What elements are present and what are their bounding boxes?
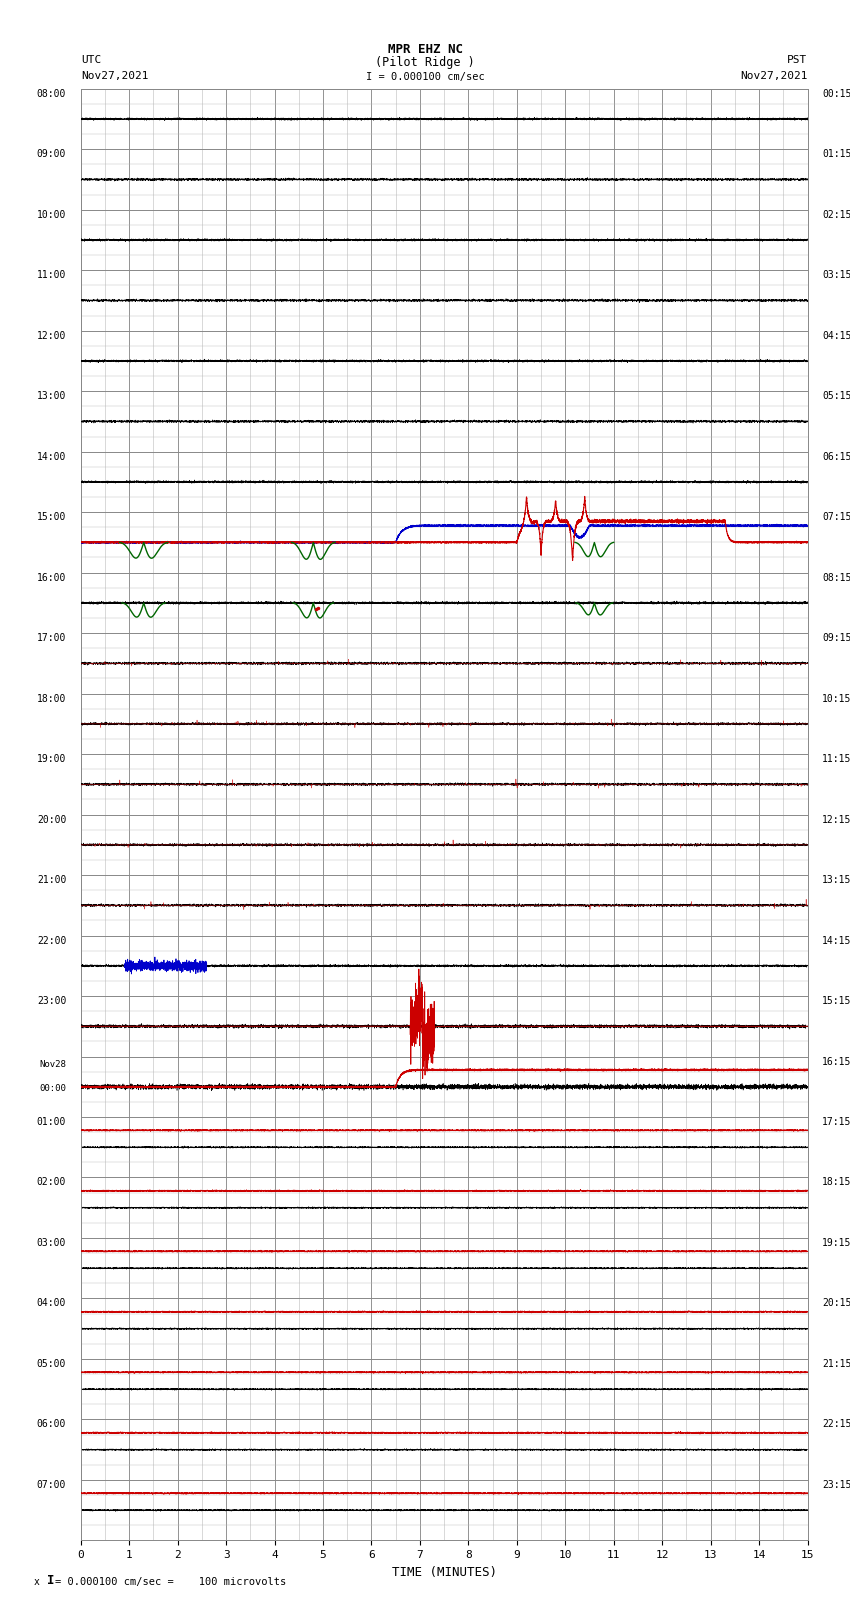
Text: 09:15: 09:15: [822, 632, 850, 644]
Text: 06:00: 06:00: [37, 1419, 66, 1429]
Text: 02:15: 02:15: [822, 210, 850, 219]
Text: 12:15: 12:15: [822, 815, 850, 824]
X-axis label: TIME (MINUTES): TIME (MINUTES): [392, 1566, 496, 1579]
Text: I: I: [47, 1574, 54, 1587]
Text: 00:00: 00:00: [39, 1084, 66, 1092]
Text: 21:15: 21:15: [822, 1358, 850, 1369]
Text: 03:15: 03:15: [822, 271, 850, 281]
Text: 21:00: 21:00: [37, 874, 66, 886]
Text: 11:15: 11:15: [822, 755, 850, 765]
Text: 22:15: 22:15: [822, 1419, 850, 1429]
Text: 18:00: 18:00: [37, 694, 66, 703]
Text: PST: PST: [787, 55, 808, 65]
Text: MPR EHZ NC: MPR EHZ NC: [388, 44, 462, 56]
Text: 15:15: 15:15: [822, 997, 850, 1007]
Text: 05:00: 05:00: [37, 1358, 66, 1369]
Text: = 0.000100 cm/sec =    100 microvolts: = 0.000100 cm/sec = 100 microvolts: [55, 1578, 286, 1587]
Text: 20:00: 20:00: [37, 815, 66, 824]
Text: x: x: [34, 1578, 40, 1587]
Text: 19:15: 19:15: [822, 1239, 850, 1248]
Text: 10:15: 10:15: [822, 694, 850, 703]
Text: 15:00: 15:00: [37, 513, 66, 523]
Text: 03:00: 03:00: [37, 1239, 66, 1248]
Text: 22:00: 22:00: [37, 936, 66, 945]
Text: 17:15: 17:15: [822, 1118, 850, 1127]
Text: 09:00: 09:00: [37, 150, 66, 160]
Text: 20:15: 20:15: [822, 1298, 850, 1308]
Text: 12:00: 12:00: [37, 331, 66, 340]
Text: 14:00: 14:00: [37, 452, 66, 461]
Text: 02:00: 02:00: [37, 1177, 66, 1187]
Text: 01:00: 01:00: [37, 1118, 66, 1127]
Text: 05:15: 05:15: [822, 390, 850, 402]
Text: 00:15: 00:15: [822, 89, 850, 98]
Text: 19:00: 19:00: [37, 755, 66, 765]
Text: 18:15: 18:15: [822, 1177, 850, 1187]
Text: 08:15: 08:15: [822, 573, 850, 582]
Text: 16:00: 16:00: [37, 573, 66, 582]
Text: 23:15: 23:15: [822, 1481, 850, 1490]
Text: 08:00: 08:00: [37, 89, 66, 98]
Text: 13:00: 13:00: [37, 390, 66, 402]
Text: 14:15: 14:15: [822, 936, 850, 945]
Text: Nov27,2021: Nov27,2021: [81, 71, 148, 81]
Text: 11:00: 11:00: [37, 271, 66, 281]
Text: 10:00: 10:00: [37, 210, 66, 219]
Text: 16:15: 16:15: [822, 1057, 850, 1066]
Text: 04:00: 04:00: [37, 1298, 66, 1308]
Text: (Pilot Ridge ): (Pilot Ridge ): [375, 56, 475, 69]
Text: 13:15: 13:15: [822, 874, 850, 886]
Text: Nov28: Nov28: [39, 1060, 66, 1068]
Text: Nov27,2021: Nov27,2021: [740, 71, 808, 81]
Text: 23:00: 23:00: [37, 997, 66, 1007]
Text: UTC: UTC: [81, 55, 101, 65]
Text: 06:15: 06:15: [822, 452, 850, 461]
Text: 07:00: 07:00: [37, 1481, 66, 1490]
Text: 04:15: 04:15: [822, 331, 850, 340]
Text: 01:15: 01:15: [822, 150, 850, 160]
Text: 17:00: 17:00: [37, 632, 66, 644]
Text: I = 0.000100 cm/sec: I = 0.000100 cm/sec: [366, 73, 484, 82]
Text: 07:15: 07:15: [822, 513, 850, 523]
